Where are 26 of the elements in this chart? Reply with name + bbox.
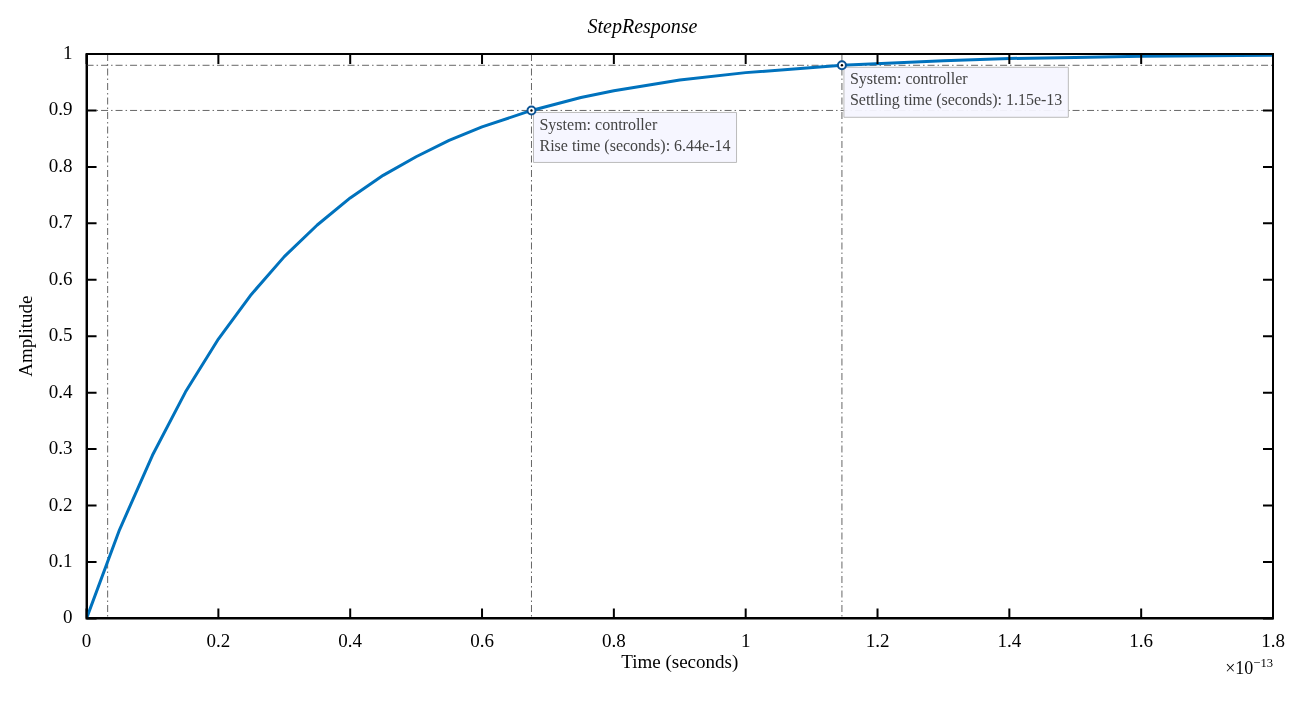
y-tick-label: 0.3 [48,437,73,459]
y-tick-label: 0.2 [48,493,73,515]
y-axis-title: Amplitude [15,295,37,377]
x-tick-label: 1.2 [865,629,890,651]
x-tick-label: 0.2 [206,629,231,651]
y-tick-label: 0.4 [48,380,74,402]
x-tick-label: 0.6 [470,629,494,651]
y-tick-label: 0.8 [48,154,73,176]
x-tick-label: 0.8 [601,629,626,651]
y-tick-label: 0.5 [48,324,73,346]
y-tick-label: 0.1 [48,549,73,571]
x-tick-label: 1 [740,629,751,651]
x-tick-label: 1.6 [1129,629,1154,651]
y-tick-label: 0.6 [48,267,73,289]
annotation: System: controller Rise time (seconds): 6.44e-14 [539,115,731,155]
annotation: System: controller Settling time (seconds): 1.15e-13 [849,70,1063,110]
x-tick-label: 1.8 [1261,629,1285,651]
x-axis-title: Time (seconds) [621,650,739,673]
y-tick-label: 0.7 [48,211,73,233]
y-tick-label: 0.9 [48,98,73,120]
y-tick-label: 1 [63,41,73,63]
x-tick-label: 0.4 [338,629,363,651]
x-tick-label: 1.4 [997,629,1022,651]
chart-title: StepResponse [587,15,698,39]
y-tick-label: 0 [63,606,73,628]
x-tick-label: 0 [81,629,92,651]
